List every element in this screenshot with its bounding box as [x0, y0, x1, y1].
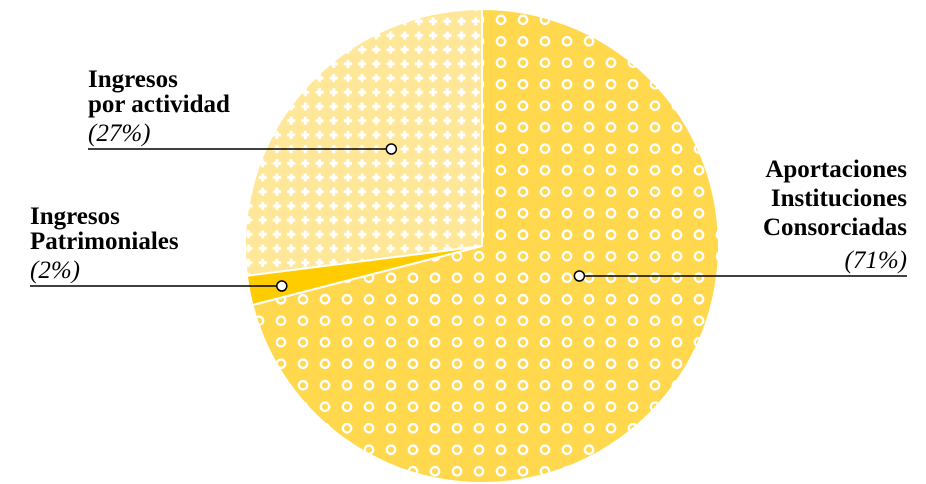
slice-label-name: Instituciones [771, 185, 907, 212]
slice-label-name: Consorciadas [763, 214, 907, 241]
pie-slice [251, 8, 720, 484]
slice-label-name: Patrimoniales [30, 228, 179, 255]
pie-slices [244, 8, 720, 484]
pie-slice-pattern [244, 9, 482, 276]
slice-label-percent: (2%) [30, 257, 80, 284]
slice-label-name: Aportaciones [765, 156, 907, 183]
leader-dot [276, 280, 288, 292]
slice-label-percent: (27%) [88, 120, 150, 147]
pie-slice-pattern [252, 9, 719, 483]
slice-label-name: por actividad [88, 91, 230, 118]
slice-label-name: Ingresos [30, 203, 120, 230]
pie-slice [244, 8, 483, 277]
leader-dot [573, 270, 586, 282]
leader-dot [385, 143, 398, 155]
slice-label-name: Ingresos [88, 66, 178, 93]
slice-label-percent: (71%) [845, 247, 907, 274]
